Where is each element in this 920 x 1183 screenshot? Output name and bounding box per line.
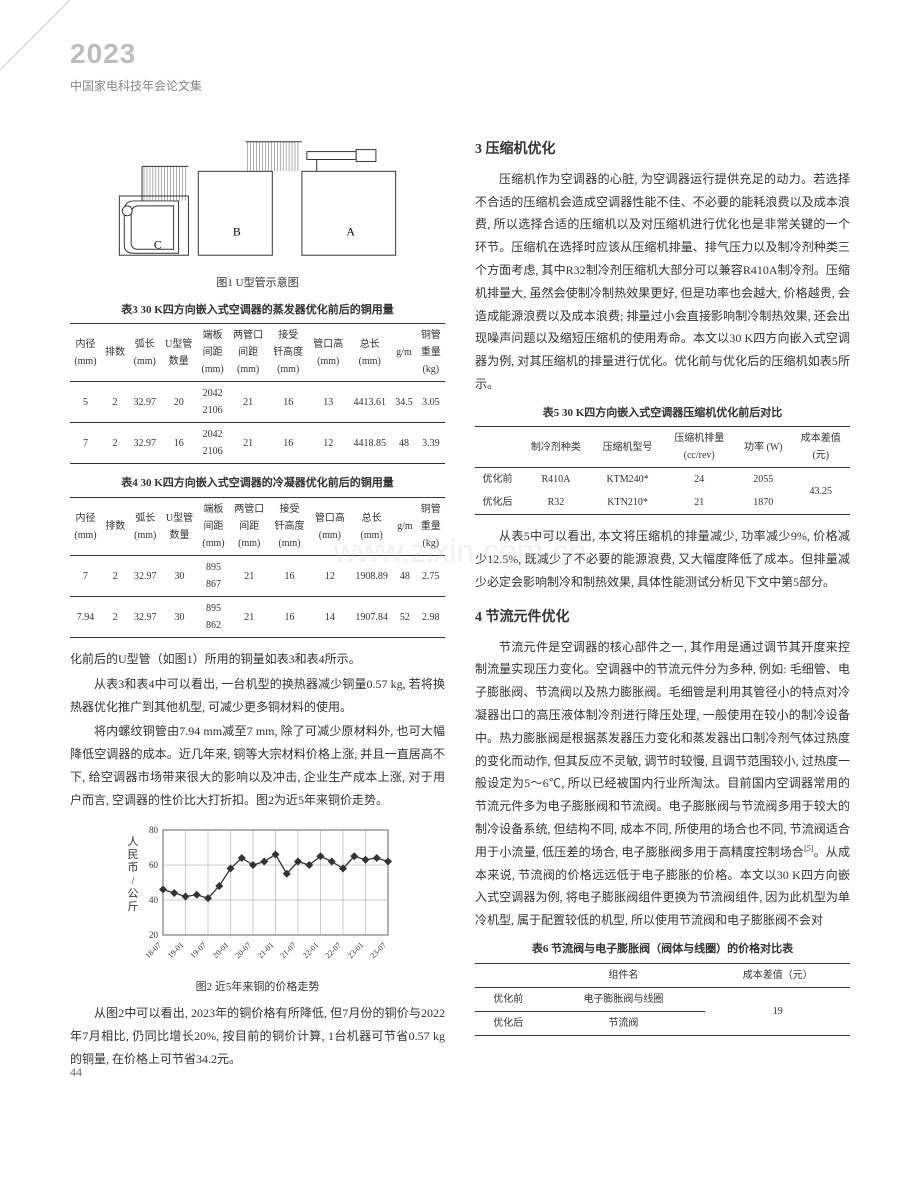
svg-text:23-01: 23-01 [345, 940, 365, 960]
svg-text:22-07: 22-07 [323, 940, 343, 960]
svg-text:60: 60 [149, 860, 159, 870]
svg-text:/: / [131, 875, 135, 887]
svg-text:40: 40 [149, 895, 159, 905]
diagram-label-c: C [154, 237, 162, 251]
para-3: 将内螺纹铜管由7.94 mm减至7 mm, 除了可减少原材料外, 也可大幅降低空… [70, 720, 445, 811]
table-5-caption: 表5 30 K四方向嵌入式空调器压缩机优化前后对比 [475, 404, 850, 423]
section-4-title: 4 节流元件优化 [475, 606, 850, 630]
corner-decoration [0, 0, 70, 70]
svg-text:23-07: 23-07 [368, 940, 388, 960]
svg-text:斤: 斤 [127, 900, 138, 913]
svg-text:民: 民 [127, 849, 138, 861]
right-column: 3 压缩机优化 压缩机作为空调器的心脏, 为空调器运行提供充足的动力。若选择不合… [475, 126, 850, 1073]
svg-text:币: 币 [127, 861, 138, 874]
figure-2: 20 40 60 80 18-0719-0119-0720-0120-0721-0121… [118, 820, 398, 970]
page-header: 2023 中国家电科技年会论文集 [0, 0, 920, 106]
svg-text:20: 20 [149, 930, 159, 940]
para-2: 从表3和表4中可以看出, 一台机型的换热器减少铜量0.57 kg, 若将换热器优… [70, 673, 445, 719]
diagram-label-a: A [346, 224, 355, 238]
page-number: 44 [70, 1062, 82, 1082]
section-3-title: 3 压缩机优化 [475, 138, 850, 162]
table-3: 内径(mm)排数弧长(mm)U型管数量端板间距(mm)两管口间距(mm)接受钎高… [70, 323, 445, 464]
para-5: 从表5中可以看出, 本文将压缩机的排量减少, 功率减少9%, 价格减少12.5%… [475, 525, 850, 593]
svg-text:20-01: 20-01 [210, 940, 230, 960]
svg-text:20-07: 20-07 [233, 940, 253, 960]
section-3-para: 压缩机作为空调器的心脏, 为空调器运行提供充足的动力。若选择不合适的压缩机会造成… [475, 168, 850, 396]
diagram-label-b: B [233, 224, 241, 238]
table-5: 制冷剂种类压缩机型号压缩机排量(cc/rev)功率 (W)成本差值(元) 优化前… [475, 426, 850, 515]
svg-text:19-01: 19-01 [165, 940, 185, 960]
content-area: C B A 图1 U型管示意图 表3 30 K四方向嵌入式空调器的蒸发器优化前后… [0, 106, 920, 1103]
table-6: 组件名成本差值（元） 优化前电子膨胀阀与线圈19 优化后节流阀 [475, 963, 850, 1036]
svg-text:21-07: 21-07 [278, 940, 298, 960]
svg-text:18-07: 18-07 [143, 940, 163, 960]
table-4: 内径(mm)排数弧长(mm)U型管数量端板间距(mm)两管口间距(mm)接受钎高… [70, 497, 445, 638]
svg-text:80: 80 [149, 825, 159, 835]
svg-text:21-01: 21-01 [255, 940, 275, 960]
figure-2-caption: 图2 近5年来铜的价格走势 [70, 978, 445, 997]
para-4: 从图2中可以看出, 2023年的铜价格有所降低, 但7月份的铜价与2022年7月… [70, 1002, 445, 1070]
table-4-caption: 表4 30 K四方向嵌入式空调器的冷凝器优化前后的铜用量 [70, 474, 445, 493]
svg-text:人: 人 [127, 835, 138, 848]
section-4-para: 节流元件是空调器的核心部件之一, 其作用是通过调节其开度来控制流量实现压力变化。… [475, 636, 850, 932]
figure-1: C B A [70, 126, 445, 266]
table-3-caption: 表3 30 K四方向嵌入式空调器的蒸发器优化前后的铜用量 [70, 301, 445, 320]
header-subtitle: 中国家电科技年会论文集 [70, 76, 850, 96]
figure-1-caption: 图1 U型管示意图 [70, 274, 445, 293]
svg-text:19-07: 19-07 [188, 940, 208, 960]
para-1: 化前后的U型管（如图1）所用的铜量如表3和表4所示。 [70, 648, 445, 671]
svg-text:公: 公 [127, 888, 138, 900]
left-column: C B A 图1 U型管示意图 表3 30 K四方向嵌入式空调器的蒸发器优化前后… [70, 126, 445, 1073]
table-6-caption: 表6 节流阀与电子膨胀阀（阀体与线圈）的价格对比表 [475, 940, 850, 959]
header-year: 2023 [70, 30, 850, 78]
svg-text:22-01: 22-01 [300, 940, 320, 960]
